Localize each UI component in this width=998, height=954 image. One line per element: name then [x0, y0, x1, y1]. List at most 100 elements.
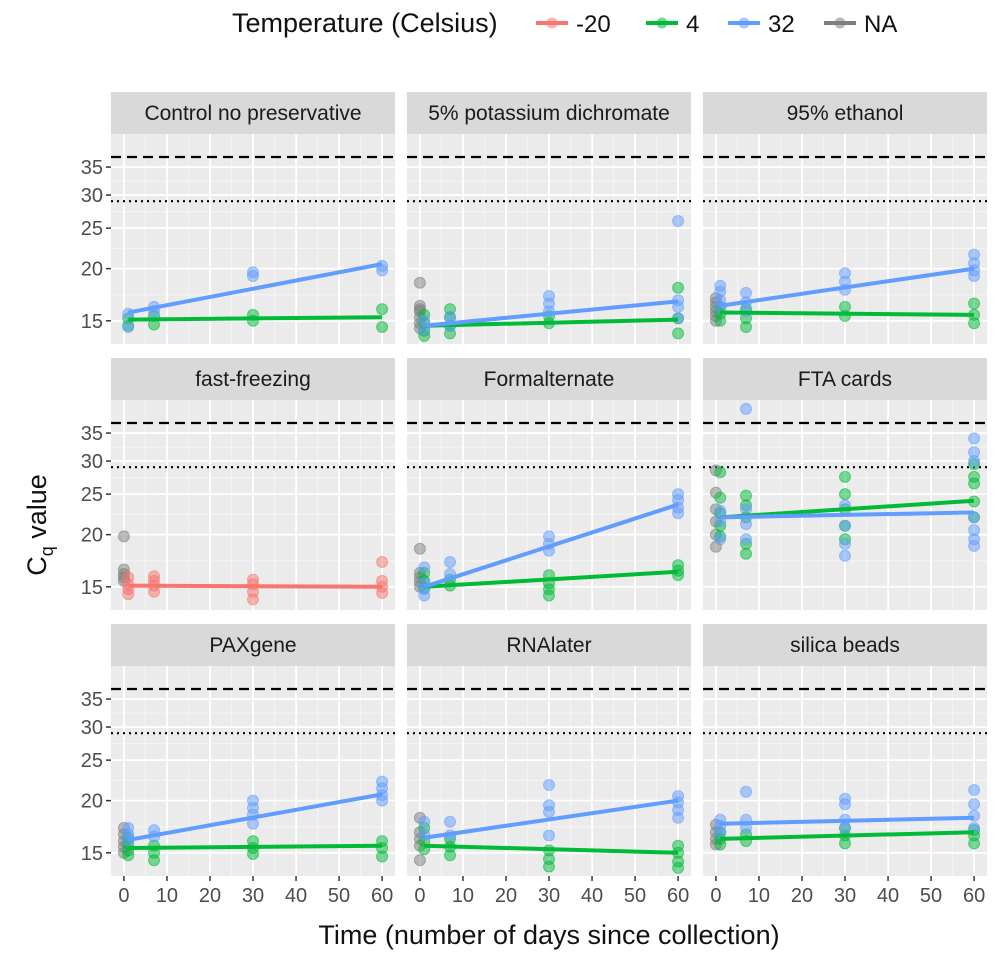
data-point — [122, 588, 135, 601]
legend: Temperature (Celsius) -20 4 32 NA — [232, 8, 897, 38]
x-tick-label: 60 — [963, 885, 985, 907]
facet-strip-label: FTA cards — [798, 368, 892, 391]
y-axis-title-subscript: q — [37, 546, 57, 556]
x-tick-label: 10 — [156, 885, 178, 907]
facet-strip — [703, 92, 987, 134]
data-point — [148, 854, 161, 867]
data-point — [740, 402, 753, 415]
legend-key-point — [656, 17, 668, 29]
x-tick-label: 30 — [538, 885, 560, 907]
data-point — [543, 860, 555, 873]
facet-panel: Formalternate — [407, 358, 691, 610]
data-point — [413, 276, 426, 289]
x-tick-label: 10 — [748, 885, 770, 907]
facet-strip-label: 5% potassium dichromate — [428, 102, 670, 125]
data-point — [418, 589, 431, 602]
data-point — [117, 530, 130, 543]
facet-panel: Control no preservative 15 20 25 30 35 — [81, 92, 395, 344]
x-tick-label: 0 — [414, 885, 425, 907]
y-tick-label: 20 — [81, 259, 103, 281]
facet-strip — [111, 358, 395, 400]
y-tick-label: 25 — [81, 750, 103, 772]
facet-panels: Control no preservative 15 20 25 30 35 5% pota… — [81, 92, 987, 907]
data-point — [968, 297, 981, 310]
facet-panel: 5% potassium dichromate — [407, 92, 691, 344]
data-point — [543, 805, 555, 818]
legend-item: -20 — [536, 11, 611, 38]
data-point — [376, 586, 389, 599]
data-point — [543, 589, 555, 602]
facet-strip-label: RNAlater — [506, 634, 591, 657]
facet-strip — [111, 92, 395, 134]
trend-line — [128, 843, 383, 851]
data-point — [247, 593, 259, 606]
facet-strip-label: fast-freezing — [195, 368, 311, 391]
y-tick-label: 35 — [81, 689, 103, 711]
legend-items: -20 4 32 NA — [536, 11, 897, 38]
legend-key-point — [834, 17, 846, 29]
y-tick-label: 20 — [81, 791, 103, 813]
legend-key-point — [738, 17, 750, 29]
facet-strip-label: silica beads — [790, 634, 900, 657]
data-point — [444, 815, 457, 828]
x-tick-label: 40 — [285, 885, 307, 907]
legend-item: 32 — [728, 11, 795, 38]
trend-line — [719, 266, 975, 308]
data-point — [714, 314, 727, 327]
data-point — [740, 320, 753, 333]
trend-line — [128, 583, 383, 589]
data-point — [740, 547, 753, 560]
data-point — [968, 455, 981, 468]
data-point — [839, 798, 851, 811]
facet-strip-label: PAXgene — [209, 634, 296, 657]
facet-strip — [407, 92, 691, 134]
trend-line — [127, 262, 383, 315]
facet-strip-label: Formalternate — [484, 368, 615, 391]
facet-strip — [407, 358, 691, 400]
data-point — [740, 518, 753, 531]
data-point — [122, 320, 135, 333]
data-point — [672, 327, 685, 340]
data-point — [418, 561, 431, 574]
y-tick-label: 15 — [81, 311, 103, 333]
trend-line — [127, 792, 383, 842]
y-axis-title-tail: value — [22, 474, 52, 546]
y-tick-label: 20 — [81, 525, 103, 547]
trend-line — [423, 798, 679, 840]
x-tick-label: 20 — [791, 885, 813, 907]
x-tick-label: 20 — [199, 885, 221, 907]
x-tick-label: 40 — [877, 885, 899, 907]
y-tick-label: 30 — [81, 451, 103, 473]
trend-line — [128, 315, 383, 322]
data-point — [714, 533, 727, 546]
data-point — [740, 503, 753, 516]
legend-label: -20 — [576, 11, 611, 38]
y-tick-label: 25 — [81, 484, 103, 506]
legend-key-point — [546, 17, 558, 29]
data-point — [839, 837, 851, 850]
data-point — [714, 826, 727, 839]
data-point — [543, 829, 555, 842]
data-point — [968, 539, 981, 552]
data-point — [247, 848, 259, 861]
trend-line — [424, 299, 679, 328]
data-point — [714, 504, 727, 517]
data-point — [444, 555, 457, 568]
facet-strip-label: 95% ethanol — [787, 102, 904, 125]
trend-line — [424, 317, 679, 328]
data-point — [839, 519, 851, 532]
data-point — [968, 784, 981, 797]
data-point — [968, 270, 981, 283]
y-axis-title: Cq value — [22, 474, 57, 576]
data-point — [376, 850, 389, 863]
trend-line — [423, 502, 679, 589]
facet-panel: RNAlater 0 10 20 30 40 50 60 — [407, 624, 691, 907]
facet-panel: FTA cards — [703, 358, 987, 610]
x-tick-label: 20 — [495, 885, 517, 907]
x-tick-label: 30 — [242, 885, 264, 907]
data-point — [672, 861, 685, 874]
x-tick-label: 30 — [834, 885, 856, 907]
data-point — [839, 549, 851, 562]
trend-line — [720, 815, 975, 826]
legend-label: NA — [864, 11, 897, 38]
